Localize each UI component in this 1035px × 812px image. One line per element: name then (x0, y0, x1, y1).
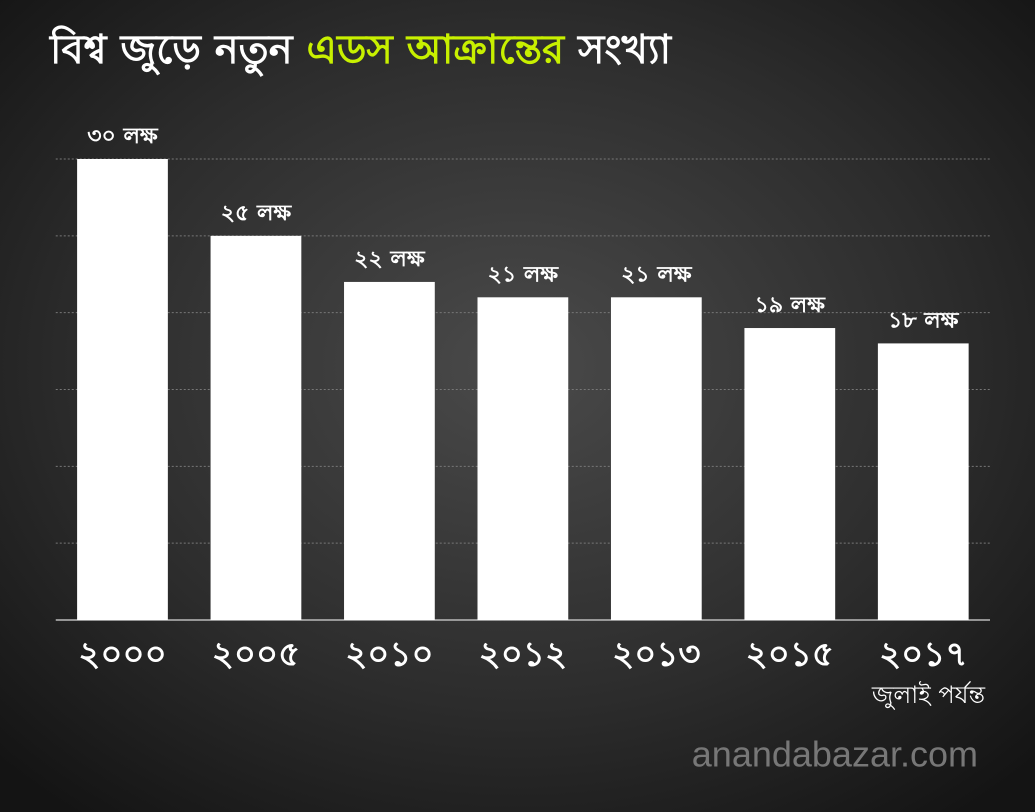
title-part: এডস আক্রান্তের (307, 27, 567, 73)
value-label: ২৫ লক্ষ (221, 201, 293, 226)
x-tick-label: ২০১৭ (879, 635, 967, 675)
title-part: বিশ্ব জুড়ে নতুন (48, 25, 295, 77)
x-tick-label: ২০০৫ (212, 635, 300, 675)
chart-title: বিশ্ব জুড়ে নতুন এডস আক্রান্তের সংখ্যা (48, 25, 673, 77)
bar (610, 297, 702, 620)
x-tick-label: ২০১২ (479, 635, 567, 675)
x-tick-label: ২০১০ (345, 635, 433, 675)
value-label: ২১ লক্ষ (488, 262, 560, 287)
title-part: সংখ্যা (576, 27, 673, 73)
bar (77, 159, 168, 620)
bar (210, 235, 302, 621)
bar (744, 328, 836, 620)
annotation: জুলাই পর্যন্ত (871, 680, 986, 709)
bar (344, 281, 435, 620)
value-label: ১৮ লক্ষ (888, 308, 960, 333)
bar (877, 343, 969, 620)
x-tick-label: ২০১৩ (612, 635, 700, 675)
bar (477, 297, 569, 620)
value-label: ২১ লক্ষ (621, 262, 693, 287)
x-tick-label: ২০০০ (78, 635, 166, 675)
value-label: ৩০ লক্ষ (87, 124, 159, 149)
value-label: ২২ লক্ষ (354, 247, 426, 272)
watermark: anandabazar.com (692, 734, 978, 775)
value-label: ১৯ লক্ষ (755, 293, 827, 318)
x-tick-label: ২০১৫ (746, 635, 834, 675)
